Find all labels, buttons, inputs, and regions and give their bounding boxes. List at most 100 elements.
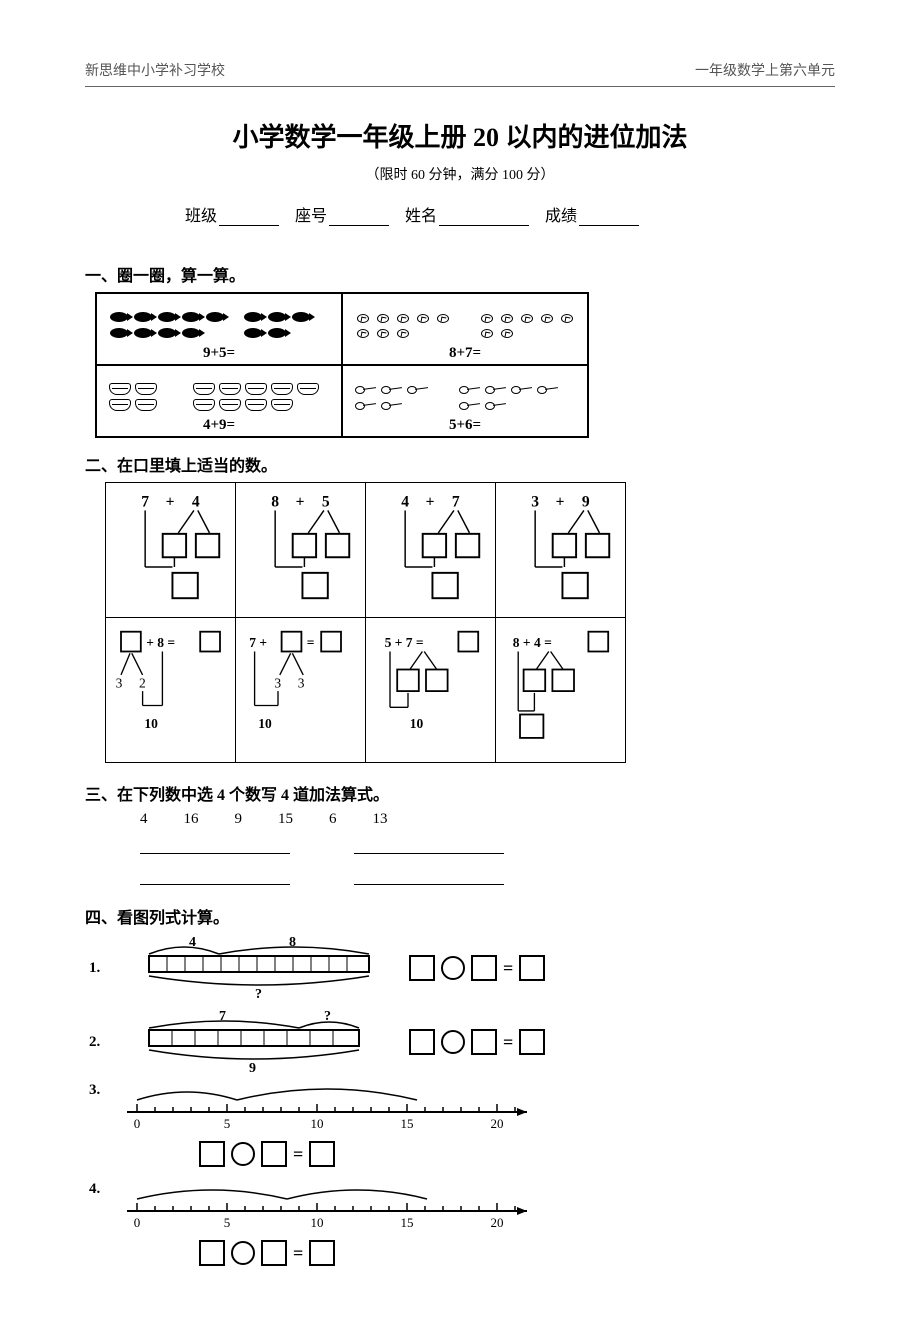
svg-text:+: +	[166, 494, 175, 511]
svg-text:+: +	[426, 494, 435, 511]
blank-seat[interactable]	[329, 208, 389, 226]
answer-box[interactable]	[309, 1141, 335, 1167]
spoon-icon	[355, 384, 377, 394]
sand-icon	[245, 383, 267, 395]
header-divider	[85, 86, 835, 87]
operator-circle[interactable]	[231, 1142, 255, 1166]
svg-text:10: 10	[410, 716, 424, 731]
sand-icon	[245, 399, 267, 411]
answer-box[interactable]	[519, 955, 545, 981]
s1-cell-1: 8+7=	[342, 293, 588, 365]
sand-icon	[271, 383, 293, 395]
fish-icon	[206, 312, 224, 322]
answer-line[interactable]	[140, 867, 290, 885]
s3-number: 13	[373, 811, 388, 828]
section2-heading: 二、在口里填上适当的数。	[85, 452, 835, 476]
spoon-icon	[355, 400, 377, 410]
svg-text:3: 3	[274, 676, 281, 691]
svg-text:4: 4	[401, 494, 409, 511]
svg-text:10: 10	[144, 716, 158, 731]
section3-blanks	[140, 836, 835, 859]
answer-line[interactable]	[354, 867, 504, 885]
answer-line[interactable]	[354, 836, 504, 854]
icon-group	[103, 379, 335, 415]
answer-box[interactable]	[309, 1240, 335, 1266]
answer-box[interactable]	[409, 1029, 435, 1055]
header-right: 一年级数学上第六单元	[695, 60, 835, 80]
spoon-icon	[485, 400, 507, 410]
svg-text:10: 10	[311, 1116, 324, 1131]
seed-icon	[437, 314, 449, 323]
answer-box[interactable]	[471, 955, 497, 981]
svg-text:10: 10	[311, 1215, 324, 1230]
answer-box[interactable]	[409, 955, 435, 981]
s3-number: 4	[140, 811, 148, 828]
page-title: 小学数学一年级上册 20 以内的进位加法	[85, 117, 835, 154]
equation-boxes: =	[409, 955, 545, 981]
equals-sign: =	[293, 1144, 303, 1165]
sand-icon	[109, 383, 131, 395]
s2-cell: 3 + 9	[496, 483, 626, 618]
icon-group	[349, 379, 581, 415]
equals-sign: =	[503, 958, 513, 979]
s2-cell: 7 + = 3 3 10	[236, 618, 366, 763]
svg-text:5: 5	[224, 1116, 231, 1131]
answer-box[interactable]	[471, 1029, 497, 1055]
label-name: 姓名	[405, 208, 437, 225]
sand-icon	[271, 399, 293, 411]
blank-class[interactable]	[219, 208, 279, 226]
section3-heading: 三、在下列数中选 4 个数写 4 道加法算式。	[85, 781, 835, 805]
svg-text:8 + 4 =: 8 + 4 =	[513, 635, 552, 650]
svg-text:20: 20	[491, 1215, 504, 1230]
q4-num-1: 1.	[89, 960, 109, 977]
section3-numbers: 416915613	[140, 811, 835, 828]
s3-number: 16	[184, 811, 199, 828]
answer-box[interactable]	[519, 1029, 545, 1055]
q4-num-2: 2.	[89, 1034, 109, 1051]
svg-text:7: 7	[141, 494, 149, 511]
sand-icon	[219, 399, 241, 411]
seed-icon	[357, 314, 369, 323]
sand-icon	[219, 383, 241, 395]
equals-sign: =	[503, 1032, 513, 1053]
svg-text:=: =	[307, 635, 315, 650]
answer-box[interactable]	[261, 1141, 287, 1167]
spoon-icon	[537, 384, 559, 394]
s2-cell: 8 + 5	[236, 483, 366, 618]
svg-text:20: 20	[491, 1116, 504, 1131]
fish-icon	[182, 312, 200, 322]
numberline-3: 05101520	[117, 1082, 537, 1137]
seed-icon	[501, 314, 513, 323]
answer-line[interactable]	[140, 836, 290, 854]
sand-icon	[109, 399, 131, 411]
fish-icon	[134, 312, 152, 322]
svg-text:3: 3	[298, 676, 305, 691]
s3-number: 6	[329, 811, 337, 828]
operator-circle[interactable]	[441, 1030, 465, 1054]
blank-score[interactable]	[579, 208, 639, 226]
section1-heading: 一、圈一圈，算一算。	[85, 262, 835, 286]
s2-cell: 4 + 7	[366, 483, 496, 618]
section4-heading: 四、看图列式计算。	[85, 904, 835, 928]
answer-box[interactable]	[199, 1141, 225, 1167]
page-subtitle: （限时 60 分钟，满分 100 分）	[85, 164, 835, 184]
s1-cell-2: 4+9=	[96, 365, 342, 437]
fish-icon	[268, 328, 286, 338]
svg-text:4: 4	[192, 494, 200, 511]
svg-text:7: 7	[452, 494, 460, 511]
blank-name[interactable]	[439, 208, 529, 226]
seed-icon	[481, 314, 493, 323]
answer-box[interactable]	[261, 1240, 287, 1266]
bracket-diagram-1: 4 8 ?	[129, 934, 389, 1002]
spoon-icon	[381, 400, 403, 410]
fish-icon	[158, 312, 176, 322]
svg-text:9: 9	[249, 1061, 256, 1076]
svg-text:5: 5	[224, 1215, 231, 1230]
equation-boxes: =	[409, 1029, 545, 1055]
answer-box[interactable]	[199, 1240, 225, 1266]
seed-icon	[521, 314, 533, 323]
q4-item-1: 1. 4 8 ? =	[89, 934, 835, 1002]
spoon-icon	[407, 384, 429, 394]
operator-circle[interactable]	[231, 1241, 255, 1265]
operator-circle[interactable]	[441, 956, 465, 980]
